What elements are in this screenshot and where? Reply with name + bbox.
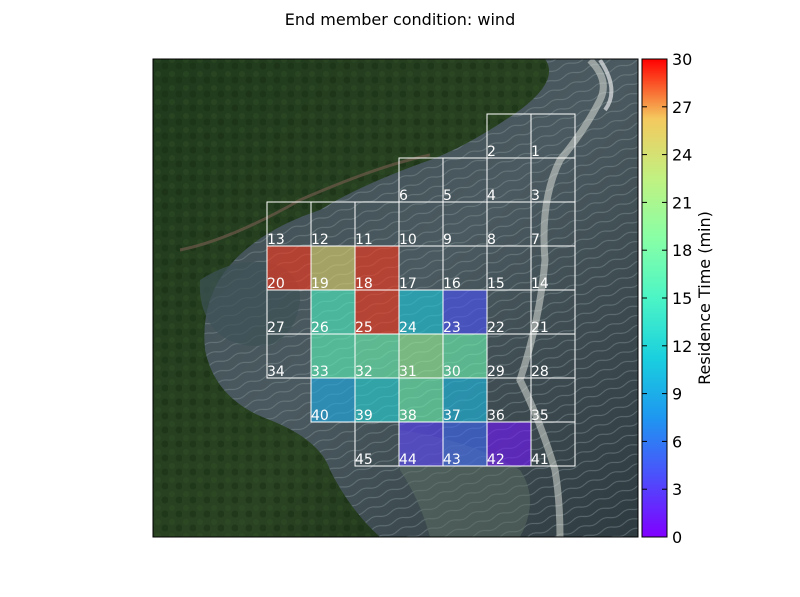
grid-cell-18 <box>354 245 400 291</box>
grid-cell-31 <box>398 333 444 379</box>
cell-label-16: 16 <box>443 276 461 292</box>
cell-label-39: 39 <box>355 408 373 424</box>
cell-label-3: 3 <box>531 188 540 204</box>
grid-cell-37 <box>442 377 488 423</box>
cell-label-41: 41 <box>531 452 549 468</box>
cell-label-4: 4 <box>487 188 496 204</box>
colorbar-tick-label: 3 <box>672 480 682 499</box>
colorbar-tick-label: 30 <box>672 50 692 69</box>
colorbar-tick-label: 27 <box>672 98 692 117</box>
cell-label-19: 19 <box>311 276 329 292</box>
cell-label-8: 8 <box>487 232 496 248</box>
grid-cell-23 <box>442 289 488 335</box>
residence-grid <box>266 113 576 467</box>
colorbar-tick-label: 24 <box>672 146 692 165</box>
colorbar-tick-label: 9 <box>672 385 682 404</box>
cell-label-36: 36 <box>487 408 505 424</box>
cell-label-5: 5 <box>443 188 452 204</box>
cell-label-30: 30 <box>443 364 461 380</box>
grid-cell-44 <box>398 421 444 467</box>
cell-labels: 1234567891011121314151617181920212223242… <box>267 144 549 468</box>
grid-cell-20 <box>266 245 312 291</box>
cell-label-29: 29 <box>487 364 505 380</box>
cell-label-31: 31 <box>399 364 417 380</box>
grid-cell-34 <box>266 333 312 379</box>
cell-label-17: 17 <box>399 276 417 292</box>
grid-cell-42 <box>486 421 532 467</box>
cell-label-7: 7 <box>531 232 540 248</box>
cell-label-2: 2 <box>487 144 496 160</box>
colorbar-ticks: 0 3 6 9 12 15 18 21 24 27 30 <box>642 50 692 547</box>
cell-label-44: 44 <box>399 452 417 468</box>
cell-label-11: 11 <box>355 232 373 248</box>
cell-label-15: 15 <box>487 276 505 292</box>
cell-label-33: 33 <box>311 364 329 380</box>
colorbar-tick-label: 21 <box>672 193 692 212</box>
cell-label-37: 37 <box>443 408 461 424</box>
chart-title: End member condition: wind <box>285 10 515 29</box>
cell-label-34: 34 <box>267 364 285 380</box>
cell-label-27: 27 <box>267 320 285 336</box>
cell-label-20: 20 <box>267 276 285 292</box>
grid-cell-43 <box>442 421 488 467</box>
cell-label-23: 23 <box>443 320 461 336</box>
cell-label-21: 21 <box>531 320 549 336</box>
cell-label-45: 45 <box>355 452 373 468</box>
colorbar-tick-label: 0 <box>672 528 682 547</box>
grid-cell-45 <box>354 421 400 467</box>
cell-label-13: 13 <box>267 232 285 248</box>
grid-cell-26 <box>310 289 356 335</box>
cell-label-10: 10 <box>399 232 417 248</box>
cell-label-40: 40 <box>311 408 329 424</box>
grid-cell-39 <box>354 377 400 423</box>
cell-label-22: 22 <box>487 320 505 336</box>
grid-cell-40 <box>310 377 356 423</box>
colorbar-label: Residence Time (min) <box>695 211 714 385</box>
cell-label-9: 9 <box>443 232 452 248</box>
colorbar-tick-label: 6 <box>672 432 682 451</box>
colorbar-tick-label: 18 <box>672 241 692 260</box>
plot-frame <box>152 58 639 538</box>
cell-label-32: 32 <box>355 364 373 380</box>
cell-label-14: 14 <box>531 276 549 292</box>
cell-label-43: 43 <box>443 452 461 468</box>
colorbar-tick-label: 15 <box>672 289 692 308</box>
colorbar-tick-label: 12 <box>672 337 692 356</box>
cell-label-28: 28 <box>531 364 549 380</box>
cell-label-35: 35 <box>531 408 549 424</box>
cell-label-6: 6 <box>399 188 408 204</box>
cell-label-24: 24 <box>399 320 417 336</box>
cell-label-25: 25 <box>355 320 373 336</box>
grid-cell-33 <box>310 333 356 379</box>
cell-label-26: 26 <box>311 320 329 336</box>
grid-cell-32 <box>354 333 400 379</box>
colorbar: 0 3 6 9 12 15 18 21 24 27 30 Residence Time (min) <box>641 50 714 547</box>
cell-label-1: 1 <box>531 144 540 160</box>
grid-cell-25 <box>354 289 400 335</box>
cell-label-42: 42 <box>487 452 505 468</box>
cell-label-12: 12 <box>311 232 329 248</box>
cell-label-38: 38 <box>399 408 417 424</box>
cell-label-18: 18 <box>355 276 373 292</box>
grid-cell-30 <box>442 333 488 379</box>
